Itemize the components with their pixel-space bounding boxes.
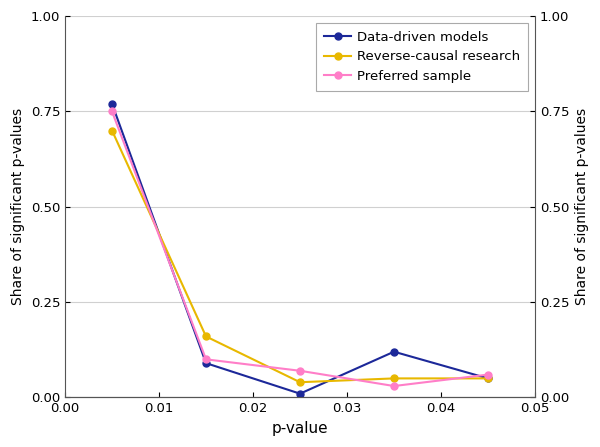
Legend: Data-driven models, Reverse-causal research, Preferred sample: Data-driven models, Reverse-causal resea…: [316, 23, 529, 91]
Reverse-causal research: [296, 380, 304, 385]
Data-driven models: [296, 391, 304, 396]
Line: Preferred sample: Preferred sample: [109, 108, 491, 389]
Data-driven models: [484, 376, 491, 381]
X-axis label: p-value: p-value: [272, 421, 328, 436]
Preferred sample: [202, 357, 209, 362]
Preferred sample: [109, 109, 116, 114]
Preferred sample: [296, 368, 304, 373]
Reverse-causal research: [109, 128, 116, 133]
Preferred sample: [484, 372, 491, 377]
Reverse-causal research: [391, 376, 398, 381]
Preferred sample: [391, 384, 398, 389]
Reverse-causal research: [202, 334, 209, 339]
Data-driven models: [202, 360, 209, 366]
Data-driven models: [391, 349, 398, 354]
Y-axis label: Share of significant p-values: Share of significant p-values: [575, 108, 589, 305]
Line: Reverse-causal research: Reverse-causal research: [109, 127, 491, 386]
Reverse-causal research: [484, 376, 491, 381]
Data-driven models: [109, 101, 116, 106]
Y-axis label: Share of significant p-values: Share of significant p-values: [11, 108, 25, 305]
Line: Data-driven models: Data-driven models: [109, 101, 491, 397]
